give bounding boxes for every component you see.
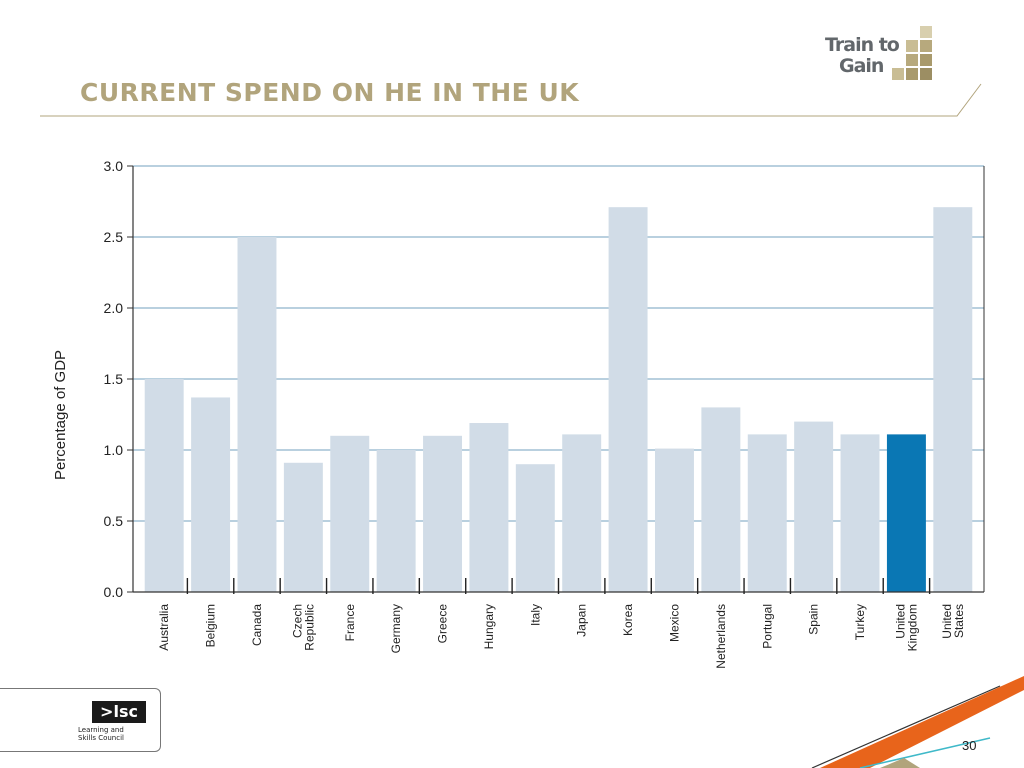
- x-category-label: Mexico: [667, 604, 681, 642]
- bar-spain: [794, 421, 834, 592]
- lsc-mark: >lsc: [92, 701, 146, 723]
- x-category-label: Canada: [250, 604, 264, 646]
- x-category-label: Italy: [528, 604, 542, 626]
- y-axis-title: Percentage of GDP: [52, 350, 69, 480]
- x-category-label: Australia: [157, 604, 171, 651]
- bar-italy: [515, 464, 555, 592]
- y-tick-label: 1.0: [104, 442, 124, 458]
- logo-text-line1: Train to: [825, 34, 900, 56]
- bar-netherlands: [701, 407, 741, 592]
- bar-portugal: [747, 434, 787, 592]
- x-category-label: Belgium: [204, 604, 218, 647]
- bar-united-states: [933, 207, 973, 592]
- bar-mexico: [654, 448, 694, 592]
- x-category-label: Korea: [621, 604, 635, 636]
- x-category-label: Greece: [436, 604, 450, 644]
- y-tick-label: 2.5: [104, 229, 124, 245]
- bar-germany: [376, 450, 416, 592]
- bars: [144, 207, 973, 592]
- logo-text-line2: Gain: [839, 55, 884, 77]
- y-tick-label: 3.0: [104, 158, 124, 174]
- bar-france: [330, 435, 370, 592]
- slide-title: CURRENT SPEND ON HE IN THE UK: [80, 78, 580, 107]
- x-category-label: CzechRepublic: [290, 604, 316, 651]
- x-category-label: Turkey: [853, 604, 867, 640]
- x-category-label: Hungary: [482, 604, 496, 649]
- bar-czech-republic: [283, 462, 323, 592]
- corner-swoosh: [811, 676, 1024, 768]
- y-tick-label: 0.5: [104, 513, 124, 529]
- y-tick-label: 0.0: [104, 584, 124, 600]
- bar-belgium: [191, 397, 231, 592]
- bar-turkey: [840, 434, 880, 592]
- lsc-subtitle: Learning and Skills Council: [78, 726, 124, 742]
- axes: [127, 165, 985, 594]
- x-category-label: Portugal: [760, 604, 774, 649]
- y-tick-labels: 0.0 0.5 1.0 1.5 2.0 2.5 3.0: [104, 158, 124, 600]
- bar-greece: [423, 435, 463, 592]
- title-rule: [40, 83, 982, 117]
- x-category-label: Japan: [575, 604, 589, 637]
- y-tick-label: 1.5: [104, 371, 124, 387]
- y-tick-label: 2.0: [104, 300, 124, 316]
- x-category-label: UnitedKingdom: [893, 604, 919, 651]
- x-category-label: Spain: [807, 604, 821, 635]
- bar-korea: [608, 207, 648, 592]
- bar-japan: [562, 434, 602, 592]
- x-category-label: France: [343, 604, 357, 642]
- lsc-logo: >lsc Learning and Skills Council: [0, 688, 161, 752]
- logo-blocks-icon: [892, 26, 932, 80]
- bar-australia: [144, 379, 184, 592]
- bar-united-kingdom: [886, 434, 926, 592]
- page-number: 30: [962, 738, 977, 753]
- x-category-label: UnitedStates: [940, 604, 966, 639]
- bar-hungary: [469, 423, 509, 592]
- x-category-labels: Australia Belgium Canada CzechRepublic Franc…: [157, 604, 966, 669]
- x-category-label: Germany: [389, 604, 403, 653]
- x-category-label: Netherlands: [714, 604, 728, 669]
- train-to-gain-logo: Train to Gain: [822, 20, 942, 82]
- bar-canada: [237, 237, 277, 592]
